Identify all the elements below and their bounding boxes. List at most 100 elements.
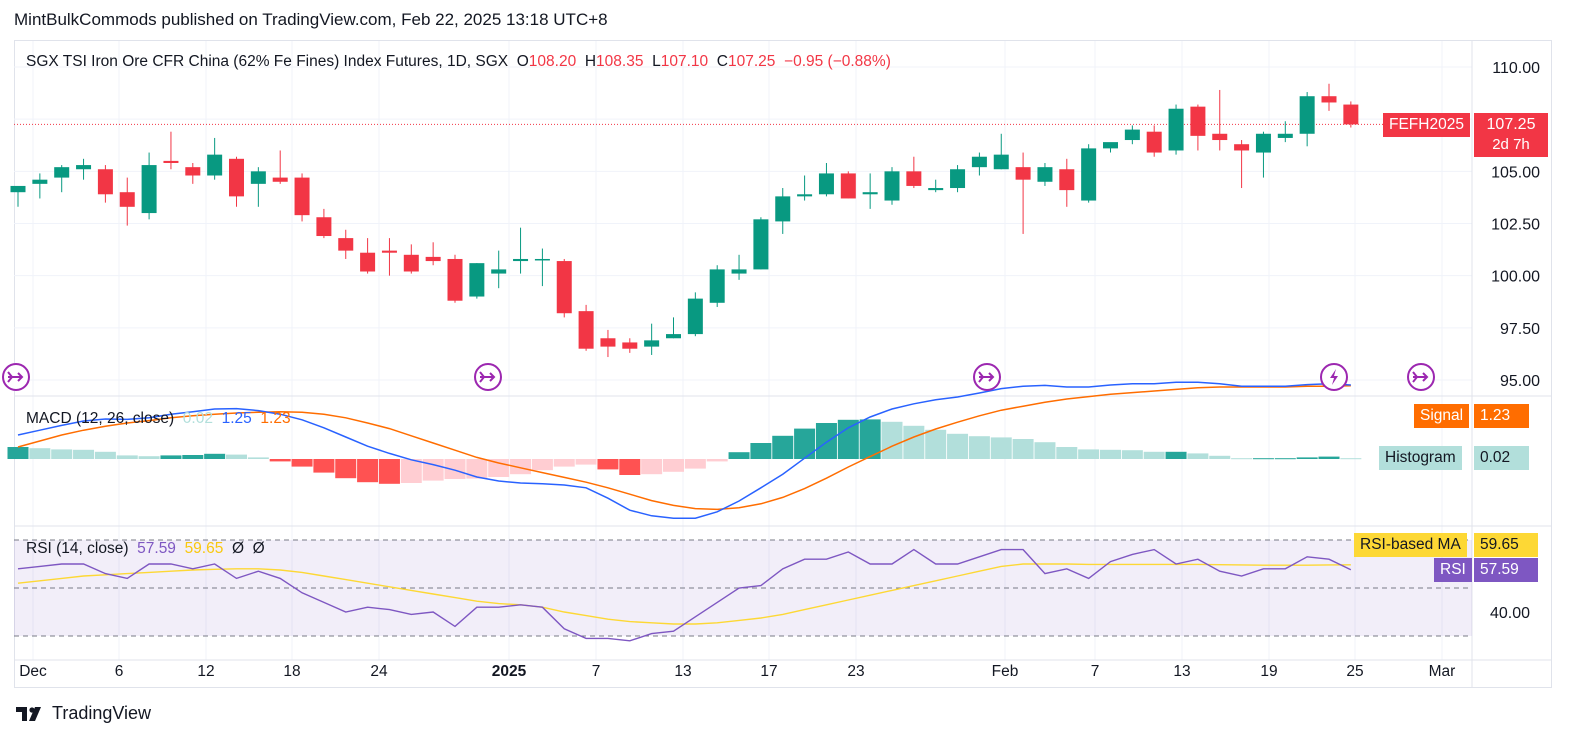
rsi-value: 57.59 [137,540,176,557]
macd-histogram-bar [378,459,400,484]
macd-histogram-bar [1187,453,1209,459]
macd-histogram-bar [968,436,990,459]
time-axis-label: 18 [283,663,300,680]
bolt-glyph [1330,369,1338,385]
macd-histogram-bar [531,459,553,471]
candle-body [906,171,922,186]
macd-histogram-bar [247,457,269,459]
candle-body [403,254,419,272]
flash-event-icon [1320,363,1348,391]
last-price-tag: 107.25 2d 7h [1474,113,1548,157]
rsi-label[interactable]: RSI (14, close) [26,540,129,557]
candle-body [163,160,179,163]
macd-histogram-bar [291,459,313,467]
macd-histogram-bar [663,459,684,472]
time-axis-label: 2025 [492,663,527,680]
time-axis-label: Feb [992,663,1019,680]
candle-body [622,342,638,349]
macd-histogram-bar [619,459,641,475]
macd-histogram-bar [1209,455,1231,459]
arrow-glyph [1412,371,1429,383]
price-axis-label: 100.00 [1491,269,1540,286]
macd-hist-value: 0.02 [182,410,213,427]
candle-body [76,165,92,170]
macd-histogram-bar [859,419,881,459]
candle-body [425,256,441,262]
macd-histogram-bar [444,459,466,479]
macd-histogram-bar [1231,458,1253,460]
macd-histogram-bar [466,459,488,479]
macd-histogram-bar [160,455,182,459]
candle-body [381,250,397,253]
macd-histogram-bar [728,452,750,459]
macd-histogram-bar [73,449,95,459]
candle-body [753,219,769,270]
macd-histogram-bar [400,459,422,483]
macd-histogram-bar [597,459,619,470]
macd-histogram-bar [815,423,837,459]
candle-body [644,340,660,347]
arrow-glyph [7,371,24,383]
price-axis-label: 97.50 [1500,321,1540,338]
symbol-tag: FEFH2025 [1383,113,1470,137]
candle-body [1212,133,1228,141]
macd-histogram-bar [641,459,663,475]
rsi-ma-value: 59.65 [184,540,224,557]
tradingview-logo[interactable]: TradingView [16,703,151,724]
macd-histogram-bar [1252,458,1274,460]
macd-pane [7,381,1362,519]
open-label: O [516,53,529,70]
macd-histogram-bar [357,459,379,483]
time-axis-label: Mar [1429,663,1456,680]
last-price: 107.25 [1486,116,1536,133]
macd-histogram-bar [1078,449,1100,459]
candle-body [360,252,376,272]
candle-body [600,338,616,347]
rsi-tag-label: RSI [1434,558,1472,582]
macd-histogram-bar [1012,439,1034,459]
macd-histogram-bar [947,433,969,459]
macd-histogram-bar [772,435,794,459]
split-event-icon [474,363,502,391]
candle-body [534,258,550,261]
rsi-ma-tag-value: 59.65 [1474,533,1538,557]
macd-line [17,381,1351,519]
candle-body [469,263,485,297]
published-line: MintBulkCommods published on TradingView… [14,10,608,29]
macd-histogram-bar [204,453,226,459]
candle-body [54,167,70,178]
arrow-glyph [978,371,995,383]
low-label: L [652,53,661,70]
macd-histogram-bar [684,459,706,469]
tradingview-logo-icon [16,706,41,721]
price-axis-label: 102.50 [1491,217,1540,234]
arrow-glyph [479,371,496,383]
candle-body [207,154,223,176]
candle-body [731,269,747,274]
candle-body [447,258,463,301]
macd-histogram-bar [881,421,903,459]
rsi-axis-label: 40.00 [1490,605,1530,622]
time-axis-label: 12 [197,663,214,680]
macd-histogram-bar [990,437,1012,459]
candle-body [775,196,791,222]
candle-body [1255,133,1271,153]
macd-histogram-bar [1296,457,1318,459]
candle-body [1299,96,1315,134]
macd-histogram-bar [29,448,51,459]
rsi-empty-2: Ø [252,540,265,557]
macd-signal-value: 1.23 [260,410,291,427]
high-value: 108.35 [596,53,644,70]
macd-label[interactable]: MACD (12, 26, close) [26,410,175,427]
candle-body [1321,96,1337,103]
macd-line-value: 1.25 [221,410,252,427]
symbol-title[interactable]: SGX TSI Iron Ore CFR China (62% Fe Fines… [26,53,509,70]
candle-body [818,173,834,195]
macd-histogram-bar [335,459,357,479]
price-pane [10,83,1472,358]
candle-body [1081,148,1097,201]
macd-histogram-bar [1143,451,1165,459]
macd-histogram-bar [1056,447,1078,459]
macd-histogram-bar [1100,449,1121,459]
